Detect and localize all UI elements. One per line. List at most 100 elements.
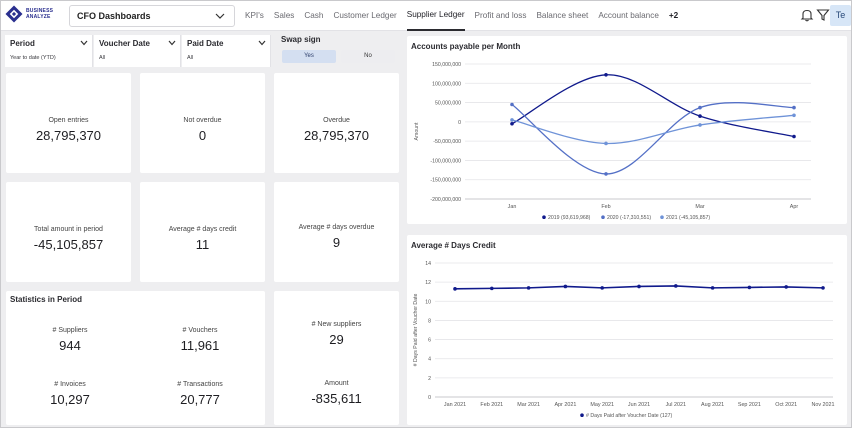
chevron-down-icon	[80, 40, 88, 46]
x-tick-label: Nov 2021	[811, 402, 834, 408]
data-point	[510, 118, 514, 122]
kpi-label: Average # days credit	[168, 226, 237, 233]
x-tick-label: Mar 2021	[517, 402, 540, 408]
y-axis-label: # Days Paid after Voucher Date	[413, 294, 419, 367]
swap-sign: Swap sign Yes No	[279, 35, 399, 67]
kpi-value: 0	[198, 128, 207, 143]
kpi-label: Amount	[324, 380, 349, 387]
stat-label: # Transactions	[177, 381, 223, 388]
kpi-label: Total amount in period	[34, 226, 103, 233]
tab-supplier-ledger[interactable]: Supplier Ledger	[406, 1, 465, 31]
y-tick-label: 4	[428, 357, 431, 363]
data-point	[698, 105, 702, 110]
x-tick-label: Jan 2021	[444, 402, 466, 408]
filter-paid-date-title: Paid Date	[187, 39, 224, 48]
legend-label: 2019 (93,619,968)	[548, 215, 591, 221]
chart-title: Accounts payable per Month	[411, 42, 521, 51]
stat-value: 11,961	[180, 338, 220, 353]
data-point	[563, 284, 568, 289]
data-point	[637, 284, 641, 289]
kpi-label: Open entries	[48, 117, 89, 124]
tab-sales[interactable]: Sales	[273, 11, 295, 20]
series-line-2	[511, 102, 795, 175]
tab-more[interactable]: +2	[668, 11, 679, 20]
y-tick-label: -150,000,000	[430, 178, 461, 184]
kpi-value: 28,795,370	[303, 128, 370, 143]
dashboard-select[interactable]: CFO Dashboards	[69, 5, 235, 27]
tab-account-balance[interactable]: Account balance	[598, 11, 659, 20]
data-point	[792, 105, 796, 110]
stat-label: # Vouchers	[182, 327, 218, 334]
stat-value: 944	[59, 338, 81, 353]
kpi-value: 28,795,370	[35, 128, 102, 143]
top-bar: BUSINESS ANALYZE CFO Dashboards KPI's Sa…	[1, 1, 851, 31]
new-suppliers-card: # New suppliers 29 Amount -835,611	[274, 291, 399, 425]
y-tick-label: 14	[425, 261, 431, 267]
y-tick-label: 6	[428, 338, 431, 344]
average-days-credit-chart: 14 12 10 8 6 4 2 0 Jan 2021 Feb 2021 Mar 2021 Apr 2…	[413, 261, 835, 419]
y-tick-label: 150,000,000	[432, 62, 461, 68]
kpi-not-overdue: Not overdue 0	[140, 73, 265, 173]
legend-label: 2021 (-45,105,857)	[666, 215, 710, 221]
filter-voucher-date[interactable]: Voucher Date All	[94, 35, 181, 67]
x-tick-label: Feb 2021	[480, 402, 503, 408]
data-point	[792, 113, 796, 118]
kpi-open-entries: Open entries 28,795,370	[6, 73, 131, 173]
tab-kpis[interactable]: KPI's	[245, 11, 264, 20]
kpi-value: 11	[195, 237, 210, 252]
filter-period[interactable]: Period Year to date (YTD)	[5, 35, 93, 67]
kpi-label: Average # days overdue	[298, 224, 375, 231]
legend-label: # Days Paid after Voucher Date (127)	[586, 413, 672, 419]
data-point	[604, 141, 608, 146]
y-axis-label: Amount	[414, 122, 420, 140]
legend-marker	[601, 215, 605, 219]
tab-cash[interactable]: Cash	[304, 11, 324, 20]
data-point	[821, 286, 825, 290]
data-point	[510, 121, 514, 126]
x-tick-label: Mar	[695, 204, 704, 210]
statistics-title: Statistics in Period	[10, 295, 83, 304]
swap-sign-yes-button[interactable]: Yes	[282, 50, 336, 63]
data-point	[674, 284, 678, 288]
x-tick-label: Feb	[601, 204, 610, 210]
kpi-total-amount: Total amount in period -45,105,857	[6, 182, 131, 282]
kpi-avg-days-overdue: Average # days overdue 9	[274, 182, 399, 282]
x-tick-label: Sep 2021	[738, 402, 761, 408]
filter-paid-date-value: All	[187, 55, 194, 61]
user-avatar[interactable]: Te	[830, 5, 851, 26]
stat-value: 20,777	[180, 392, 220, 407]
filter-voucher-date-value: All	[99, 55, 106, 61]
data-point	[747, 285, 752, 290]
tab-profit-and-loss[interactable]: Profit and loss	[474, 11, 527, 20]
y-tick-label: 50,000,000	[435, 101, 461, 107]
chart-title: Average # Days Credit	[411, 241, 496, 250]
x-tick-label: Jul 2021	[666, 402, 686, 408]
legend-marker	[542, 215, 546, 219]
bell-icon[interactable]	[800, 8, 814, 22]
stat-label: # Suppliers	[52, 327, 88, 334]
series-line-3	[511, 114, 795, 145]
data-point	[792, 134, 796, 139]
filter-period-value: Year to date (YTD)	[10, 55, 56, 61]
filter-paid-date[interactable]: Paid Date All	[182, 35, 271, 67]
y-tick-label: -100,000,000	[430, 158, 461, 164]
tab-balance-sheet[interactable]: Balance sheet	[536, 11, 589, 20]
logo-line1: BUSINESS	[26, 8, 54, 14]
stat-label: # Invoices	[54, 381, 86, 388]
data-point	[453, 287, 457, 291]
statistics-in-period-card: Statistics in Period # Suppliers 944 # V…	[6, 291, 265, 425]
business-analyze-logo[interactable]: BUSINESS ANALYZE	[5, 5, 67, 27]
data-point	[784, 285, 788, 289]
x-tick-label: Aug 2021	[701, 402, 724, 408]
dashboard-select-value: CFO Dashboards	[77, 11, 151, 21]
kpi-value: 29	[329, 332, 344, 347]
series-line-1	[511, 74, 795, 138]
y-tick-label: 8	[428, 318, 431, 324]
tab-customer-ledger[interactable]: Customer Ledger	[333, 11, 397, 20]
filter-icon[interactable]	[816, 8, 830, 22]
kpi-avg-days-credit: Average # days credit 11	[140, 182, 265, 282]
swap-sign-no-button[interactable]: No	[341, 50, 395, 63]
kpi-label: Overdue	[323, 117, 350, 124]
data-point	[698, 123, 702, 127]
